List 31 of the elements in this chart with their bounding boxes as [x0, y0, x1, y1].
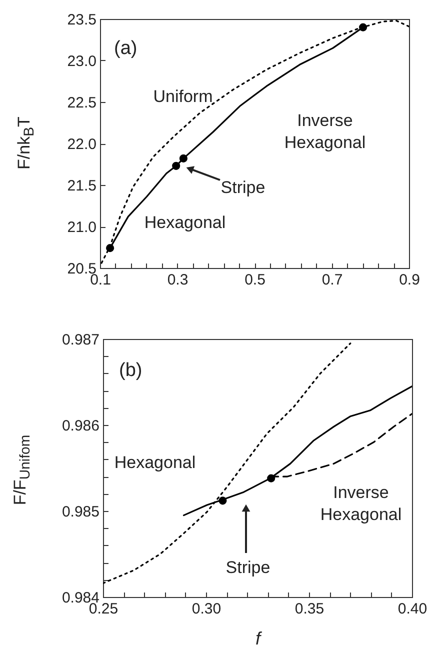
x-tick-label: 0.3 [167, 272, 188, 288]
y-tick-label: 0.987 [62, 332, 100, 348]
y-tick-label: 21.0 [67, 219, 96, 236]
x-tick-label: 0.5 [244, 272, 266, 288]
y-tick-label: 0.986 [62, 418, 100, 434]
annotation: Hexagonal [144, 213, 226, 232]
annotation: (b) [119, 360, 142, 381]
x-tick-label: 0.7 [322, 272, 343, 288]
line-series [100, 20, 409, 264]
y-tick-label: 22.5 [67, 94, 96, 112]
y-tick-label: 0.985 [62, 504, 100, 520]
x-tick-label: 0.35 [294, 600, 324, 618]
annotation: Inverse Hexagonal [284, 111, 366, 152]
annotation: Uniform [153, 87, 213, 106]
point [172, 162, 180, 170]
y-tick-label: 21.5 [67, 178, 96, 194]
x-tick-label: 0.30 [192, 600, 222, 618]
point [359, 23, 368, 32]
x-tick-label: 0.9 [399, 272, 420, 288]
annotation: (a) [114, 38, 138, 59]
annotation: Stripe [220, 178, 266, 197]
x-tick-label: 0.40 [398, 600, 428, 618]
point [179, 154, 188, 162]
x-axis-title: f [255, 628, 262, 648]
annotation: Stripe [226, 558, 270, 577]
y-tick-label: 23.0 [67, 53, 96, 70]
annotation: Hexagonal [114, 453, 196, 472]
annotation: Inverse Hexagonal [320, 483, 402, 524]
y-tick-label: 23.5 [67, 12, 96, 28]
point [106, 244, 114, 252]
y-tick-label: 22.0 [67, 136, 96, 153]
